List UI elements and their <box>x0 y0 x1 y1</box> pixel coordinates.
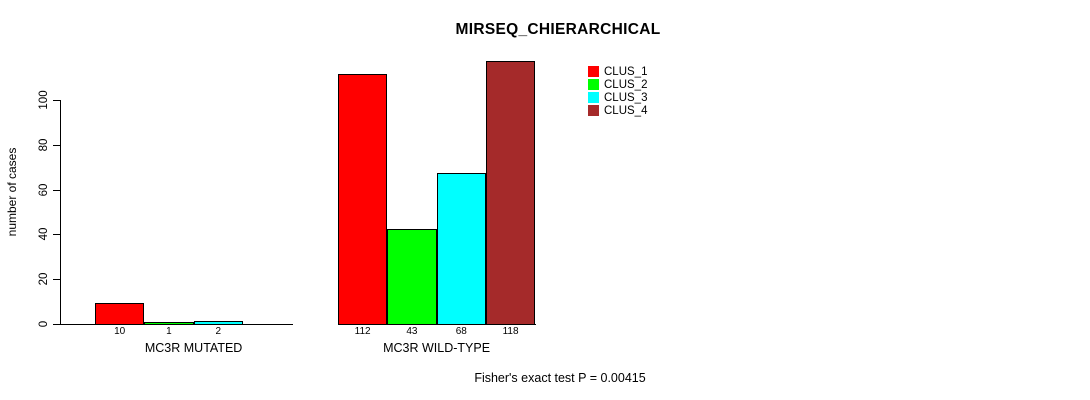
bar-clus_4-wild-type <box>485 60 536 325</box>
bar-clus_3-wild-type <box>436 172 486 325</box>
bar-clus_2-wild-type <box>387 228 437 325</box>
x-category-label: MC3R WILD-TYPE <box>383 341 491 355</box>
chart-title: MIRSEQ_CHIERARCHICAL <box>455 21 661 38</box>
bar-clus_1-wild-type <box>338 74 388 325</box>
legend-swatch-clus_4 <box>588 105 599 116</box>
bar-clus_1-mutated <box>95 302 145 325</box>
bar-value-label: 2 <box>215 326 222 337</box>
legend-swatch-clus_2 <box>588 79 599 90</box>
legend-label-clus_1: CLUS_1 <box>604 66 648 78</box>
bar-value-label: 68 <box>455 326 467 337</box>
legend-swatch-clus_3 <box>588 92 599 103</box>
y-tick-mark <box>53 100 60 101</box>
legend-label-clus_4: CLUS_4 <box>604 105 648 117</box>
y-tick-label: 20 <box>38 272 50 286</box>
y-tick-mark <box>53 324 60 325</box>
y-tick-label: 0 <box>38 320 50 328</box>
y-axis-line <box>60 100 61 325</box>
legend-label-clus_3: CLUS_3 <box>604 92 648 104</box>
y-tick-mark <box>53 279 60 281</box>
y-axis-title: number of cases <box>5 147 19 237</box>
y-tick-label: 100 <box>38 90 50 110</box>
legend-swatch-clus_1 <box>588 66 599 77</box>
y-tick-mark <box>53 234 60 236</box>
bar-value-label: 1 <box>166 326 172 337</box>
y-tick-label: 80 <box>38 138 50 152</box>
y-tick-mark <box>53 144 60 146</box>
bar-clus_3-mutated <box>193 320 243 325</box>
y-tick-mark <box>53 189 60 191</box>
bar-clus_2-mutated <box>144 322 194 325</box>
bar-value-label: 10 <box>114 326 126 337</box>
bar-value-label: 118 <box>502 326 519 337</box>
y-tick-label: 40 <box>38 227 50 241</box>
bar-value-label: 43 <box>406 326 418 337</box>
y-tick-label: 60 <box>38 183 50 196</box>
bar-value-label: 112 <box>354 326 371 337</box>
legend-label-clus_2: CLUS_2 <box>604 79 648 91</box>
footnote-fisher-test: Fisher's exact test P = 0.00415 <box>474 371 646 385</box>
x-category-label: MC3R MUTATED <box>144 341 243 355</box>
